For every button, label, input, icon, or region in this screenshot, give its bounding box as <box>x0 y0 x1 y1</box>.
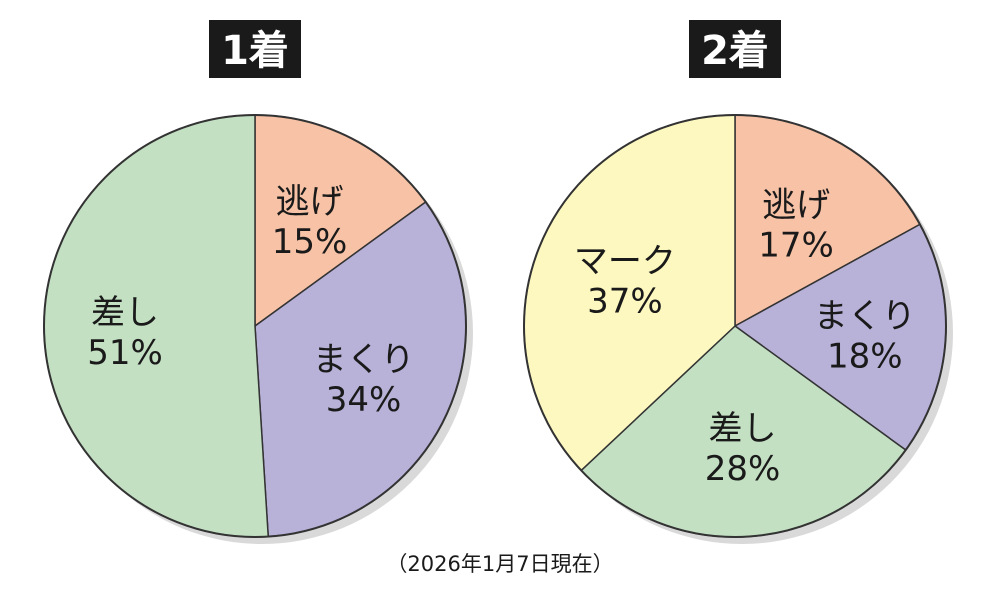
slice-name-label: 逃げ <box>275 182 343 222</box>
pie-outline <box>43 114 467 538</box>
slice-name-label: 差し <box>709 409 777 449</box>
slice-percent-label: 34% <box>326 380 402 420</box>
slice-name-label: 差し <box>91 293 159 333</box>
slice-percent-label: 51% <box>87 333 163 373</box>
slice-percent-label: 28% <box>705 449 781 489</box>
slice-percent-label: 17% <box>758 226 834 266</box>
chart-title-box <box>689 20 781 78</box>
chart-title: 1着 <box>221 28 289 74</box>
slice-percent-label: 37% <box>587 281 663 321</box>
pie-outline <box>523 114 947 538</box>
chart-title: 2着 <box>701 28 769 74</box>
slice-percent-label: 15% <box>272 222 348 262</box>
slice-name-label: まくり <box>814 297 916 337</box>
slice-name-label: 逃げ <box>762 186 830 226</box>
chart-title-box <box>209 20 301 78</box>
date-note: （2026年1月7日現在） <box>386 552 614 576</box>
slice-name-label: まくり <box>313 340 415 380</box>
slice-name-label: マーク <box>574 241 676 281</box>
slice-percent-label: 18% <box>827 337 903 377</box>
